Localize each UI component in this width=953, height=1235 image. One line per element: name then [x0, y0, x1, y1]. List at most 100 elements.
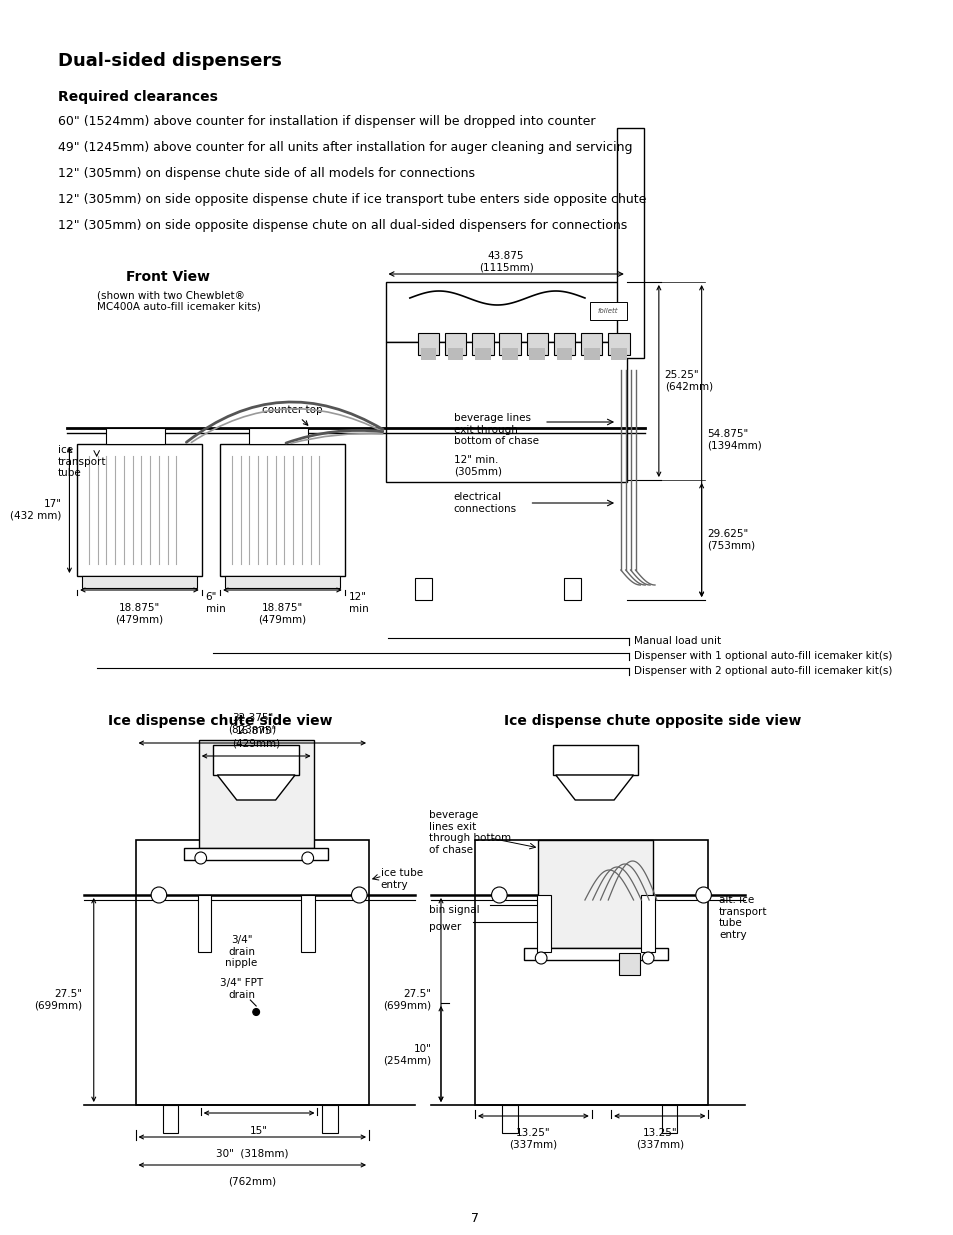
Bar [554, 333, 575, 354]
Text: 10"
(254mm): 10" (254mm) [383, 1045, 431, 1066]
Text: Dispenser with 1 optional auto-fill icemaker kit(s): Dispenser with 1 optional auto-fill icem… [633, 651, 891, 661]
Text: 7: 7 [471, 1212, 478, 1225]
Text: bin signal: bin signal [429, 905, 479, 915]
Bar [77, 445, 201, 576]
Bar [107, 429, 165, 445]
Bar [611, 348, 626, 359]
Circle shape [253, 1009, 259, 1015]
Bar [583, 348, 598, 359]
Text: follett: follett [598, 308, 618, 314]
Bar [617, 128, 643, 358]
Text: 30"  (318mm): 30" (318mm) [215, 1149, 288, 1158]
Text: beverage lines
exit through
bottom of chase: beverage lines exit through bottom of ch… [453, 412, 538, 446]
Text: 25.25"
(642mm): 25.25" (642mm) [664, 370, 712, 391]
Text: Dispenser with 2 optional auto-fill icemaker kit(s): Dispenser with 2 optional auto-fill icem… [633, 666, 891, 676]
Text: Ice dispense chute opposite side view: Ice dispense chute opposite side view [504, 714, 801, 727]
Bar [526, 333, 547, 354]
Bar [523, 948, 667, 960]
Text: 60" (1524mm) above counter for installation if dispenser will be dropped into co: 60" (1524mm) above counter for installat… [58, 115, 595, 128]
Circle shape [194, 852, 207, 864]
Text: 12" (305mm) on dispense chute side of all models for connections: 12" (305mm) on dispense chute side of al… [58, 167, 475, 180]
Bar [184, 848, 328, 860]
Text: 3/4" FPT
drain: 3/4" FPT drain [220, 978, 263, 999]
Text: alt. ice
transport
tube
entry: alt. ice transport tube entry [719, 895, 767, 940]
Text: (762mm): (762mm) [228, 1177, 276, 1187]
Bar [608, 333, 629, 354]
Bar [444, 333, 466, 354]
Text: 27.5"
(699mm): 27.5" (699mm) [34, 989, 82, 1010]
Bar [529, 348, 544, 359]
Bar [537, 840, 653, 948]
Text: beverage
lines exit
through bottom
of chase: beverage lines exit through bottom of ch… [429, 810, 511, 855]
Bar [537, 895, 550, 952]
Text: Dual-sided dispensers: Dual-sided dispensers [58, 52, 281, 70]
Text: 18.875"
(479mm): 18.875" (479mm) [115, 603, 163, 625]
Bar [498, 333, 520, 354]
Text: Ice dispense chute side view: Ice dispense chute side view [108, 714, 332, 727]
Bar [557, 348, 572, 359]
Text: 3/4"
drain
nipple: 3/4" drain nipple [225, 935, 257, 968]
Text: electrical
connections: electrical connections [453, 492, 517, 514]
Text: 27.5"
(699mm): 27.5" (699mm) [383, 989, 431, 1010]
Text: counter top: counter top [262, 405, 322, 425]
Text: 13.25"
(337mm): 13.25" (337mm) [509, 1128, 557, 1150]
Text: 43.875
(1115mm): 43.875 (1115mm) [478, 252, 533, 273]
Bar [501, 1105, 517, 1132]
Text: power: power [429, 923, 461, 932]
Bar [563, 578, 580, 600]
Circle shape [151, 887, 167, 903]
Polygon shape [217, 776, 294, 800]
Text: 16.875"
(429mm): 16.875" (429mm) [232, 726, 280, 748]
Bar [640, 895, 655, 952]
Circle shape [351, 887, 367, 903]
Bar [135, 840, 369, 1105]
Bar [82, 576, 196, 588]
Bar [417, 333, 438, 354]
Bar [163, 1105, 178, 1132]
Bar [197, 895, 212, 952]
Text: 6"
min: 6" min [206, 592, 225, 614]
Bar [300, 895, 314, 952]
Bar [475, 840, 708, 1105]
Bar [501, 348, 517, 359]
Bar [220, 445, 344, 576]
Text: 49" (1245mm) above counter for all units after installation for auger cleaning a: 49" (1245mm) above counter for all units… [58, 141, 632, 154]
Bar [420, 348, 436, 359]
Circle shape [695, 887, 711, 903]
Text: Required clearances: Required clearances [58, 90, 217, 104]
Text: ice
transport
tube: ice transport tube [58, 445, 106, 478]
Circle shape [641, 952, 654, 965]
Text: Front View: Front View [126, 270, 210, 284]
Bar [580, 333, 601, 354]
Text: 15": 15" [250, 1126, 268, 1136]
Bar [198, 740, 314, 848]
Bar [447, 348, 463, 359]
Text: 13.25"
(337mm): 13.25" (337mm) [635, 1128, 683, 1150]
Bar [661, 1105, 677, 1132]
Bar [415, 578, 432, 600]
Text: Manual load unit: Manual load unit [633, 636, 720, 646]
Text: (shown with two Chewblet®
MC400A auto-fill icemaker kits): (shown with two Chewblet® MC400A auto-fi… [96, 290, 260, 311]
Polygon shape [556, 776, 633, 800]
Text: 12" (305mm) on side opposite dispense chute on all dual-sided dispensers for con: 12" (305mm) on side opposite dispense ch… [58, 219, 626, 232]
Text: 17"
(432 mm): 17" (432 mm) [10, 499, 62, 521]
Bar [385, 342, 626, 482]
Bar [213, 745, 298, 776]
Text: 29.625"
(753mm): 29.625" (753mm) [707, 530, 755, 551]
Text: 54.875"
(1394mm): 54.875" (1394mm) [707, 430, 761, 451]
Text: 12" (305mm) on side opposite dispense chute if ice transport tube enters side op: 12" (305mm) on side opposite dispense ch… [58, 193, 645, 206]
Text: 18.875"
(479mm): 18.875" (479mm) [258, 603, 306, 625]
Bar [475, 348, 490, 359]
Bar [472, 333, 493, 354]
Bar [322, 1105, 337, 1132]
Bar [589, 303, 626, 320]
Text: 32.375"
(823mm): 32.375" (823mm) [228, 714, 276, 735]
Bar [249, 429, 308, 445]
Circle shape [491, 887, 507, 903]
Circle shape [535, 952, 546, 965]
Text: 12" min.
(305mm): 12" min. (305mm) [453, 454, 501, 477]
Text: 12"
min: 12" min [348, 592, 368, 614]
Bar [225, 576, 339, 588]
Bar [552, 745, 638, 776]
Bar [618, 953, 639, 974]
